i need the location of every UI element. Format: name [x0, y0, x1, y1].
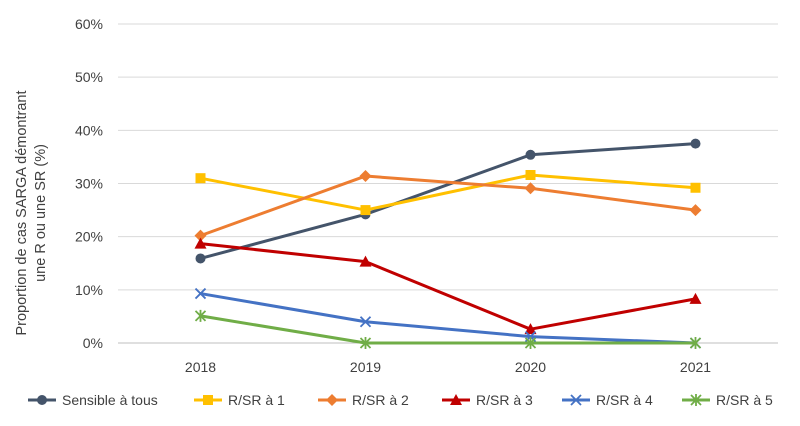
series-line	[199, 314, 697, 345]
data-point	[690, 182, 701, 193]
y-axis-label-line-1: Proportion de cas SARGA démontrant	[14, 90, 30, 335]
y-axis-label-line-2: une R ou une SR (%)	[33, 144, 49, 282]
y-tick-label: 40%	[75, 122, 103, 138]
data-point	[524, 182, 537, 195]
data-point	[195, 173, 206, 184]
legend-item: R/SR à 4	[562, 392, 653, 408]
y-tick-label: 50%	[75, 69, 103, 85]
legend-swatch-marker	[690, 394, 702, 406]
data-point	[194, 309, 207, 322]
legend-label: R/SR à 1	[228, 392, 285, 408]
series-group	[194, 138, 702, 349]
series-2	[195, 169, 701, 216]
legend-swatch-marker	[450, 394, 462, 405]
legend-item: R/SR à 1	[194, 392, 285, 408]
data-point	[194, 229, 207, 242]
data-point	[689, 337, 702, 349]
legend-item: R/SR à 3	[442, 392, 533, 408]
legend-swatch-marker	[203, 395, 213, 405]
y-axis-ticks: 0% 10% 20% 30% 40% 50% 60%	[75, 16, 103, 351]
legend-swatch-marker	[570, 394, 582, 406]
y-tick-label: 10%	[75, 282, 103, 298]
y-tick-label: 30%	[75, 176, 103, 192]
series-6	[194, 309, 702, 349]
series-line	[199, 174, 697, 238]
x-tick-label: 2019	[350, 359, 381, 375]
gridlines	[118, 23, 778, 291]
data-point	[524, 323, 537, 335]
series-line	[199, 173, 697, 212]
x-tick-label: 2020	[515, 359, 546, 375]
data-point	[689, 204, 702, 217]
legend-label: R/SR à 3	[476, 392, 533, 408]
series-line	[199, 242, 697, 331]
data-point	[360, 205, 371, 216]
data-point	[524, 337, 537, 349]
data-point	[359, 316, 372, 328]
data-point	[359, 170, 372, 183]
data-point	[194, 287, 207, 300]
data-point	[359, 255, 372, 267]
data-point	[689, 292, 702, 304]
data-point	[525, 169, 536, 180]
series-4	[194, 237, 702, 335]
legend-label: R/SR à 2	[352, 392, 409, 408]
series-line	[199, 142, 697, 260]
legend-label: Sensible à tous	[62, 392, 158, 408]
x-axis-ticks: 2018 2019 2020 2021	[185, 359, 711, 375]
x-tick-label: 2018	[185, 359, 216, 375]
data-point	[525, 149, 536, 160]
legend-label: R/SR à 4	[596, 392, 653, 408]
series-line	[199, 292, 697, 345]
data-point	[690, 138, 701, 149]
legend: Sensible à tous R/SR à 1 R/SR à 2 R/SR à 3 R…	[28, 392, 773, 408]
y-tick-label: 0%	[83, 335, 103, 351]
data-point	[194, 237, 207, 249]
legend-label: R/SR à 5	[716, 392, 773, 408]
legend-swatch-marker	[37, 395, 47, 405]
legend-swatch-marker	[326, 394, 338, 406]
series-3	[194, 170, 702, 242]
data-point	[195, 253, 206, 264]
x-tick-label: 2021	[680, 359, 711, 375]
y-tick-label: 60%	[75, 16, 103, 32]
series-5	[194, 287, 702, 349]
legend-item: R/SR à 2	[318, 392, 409, 408]
legend-item: Sensible à tous	[28, 392, 158, 408]
legend-item: R/SR à 5	[682, 392, 773, 408]
data-point	[359, 337, 372, 349]
y-tick-label: 20%	[75, 229, 103, 245]
